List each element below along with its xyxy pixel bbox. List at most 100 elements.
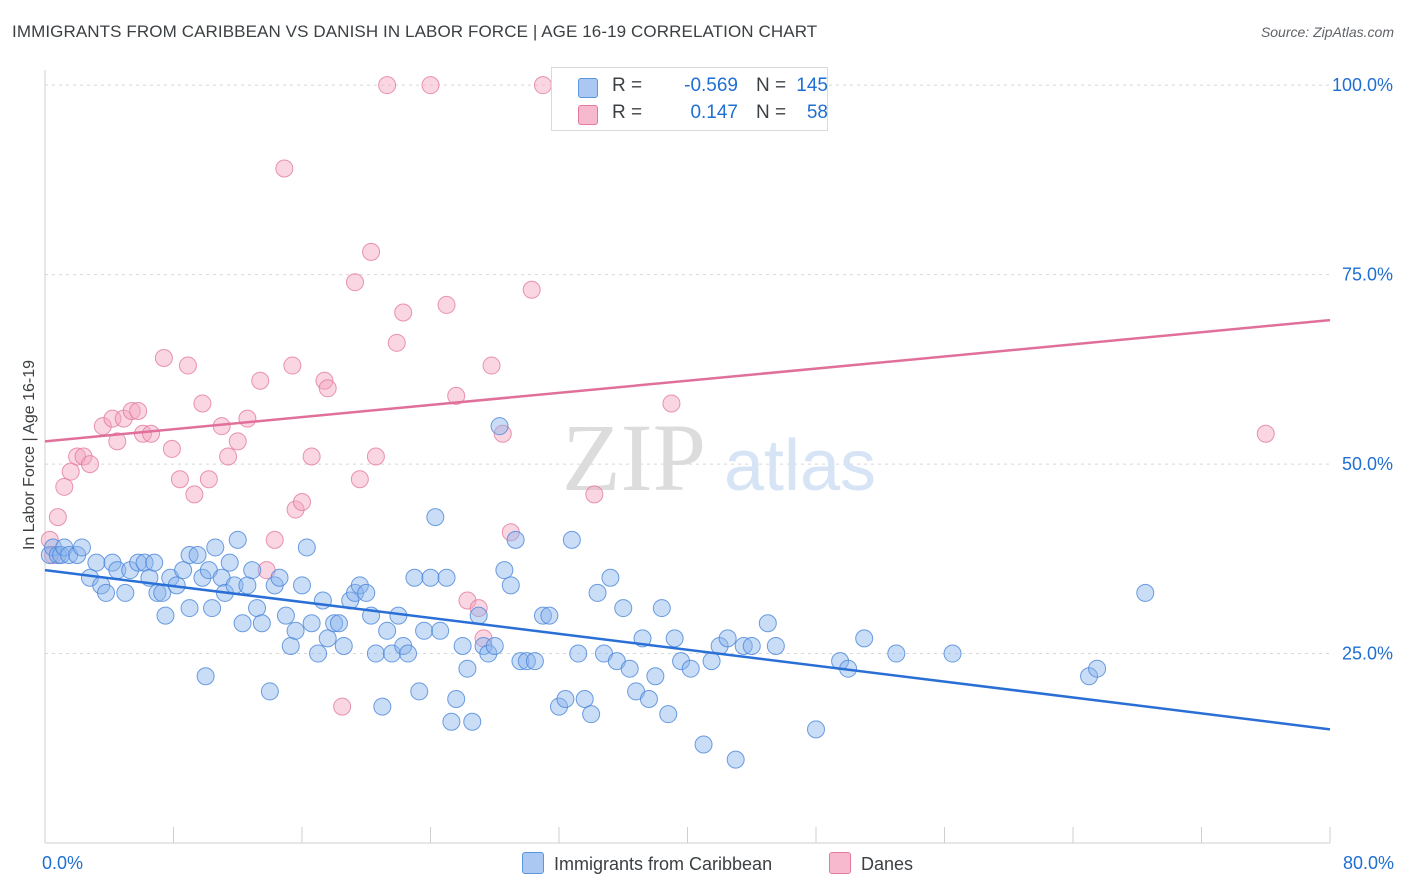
- caribbean-point: [718, 629, 737, 648]
- chart-title: IMMIGRANTS FROM CARIBBEAN VS DANISH IN L…: [12, 22, 818, 41]
- x-tick-label-min: 0.0%: [42, 853, 84, 873]
- danes-point: [522, 280, 541, 299]
- watermark-zip: ZIP: [562, 404, 706, 511]
- legend-r-value: -0.569: [684, 75, 738, 96]
- caribbean-trend-line: [44, 568, 1331, 731]
- caribbean-point: [238, 576, 257, 595]
- caribbean-point: [276, 606, 295, 625]
- caribbean-point: [582, 705, 601, 724]
- caribbean-point: [281, 636, 300, 655]
- caribbean-point: [196, 667, 215, 686]
- danes-point: [178, 356, 197, 375]
- danes-point: [199, 470, 218, 489]
- caribbean-point: [366, 644, 385, 663]
- caribbean-point: [485, 636, 504, 655]
- caribbean-point: [431, 621, 450, 640]
- danes-point: [193, 394, 212, 413]
- caribbean-point: [252, 614, 271, 633]
- danes-point: [122, 402, 141, 421]
- watermark-atlas: atlas: [724, 426, 876, 506]
- series-danes: [40, 76, 1275, 716]
- caribbean-point: [540, 606, 559, 625]
- danes-point: [533, 76, 552, 95]
- legend-swatch-danes: [578, 105, 598, 125]
- axes: [44, 70, 1331, 844]
- caribbean-point: [442, 712, 461, 731]
- caribbean-point: [588, 583, 607, 602]
- caribbean-point: [479, 644, 498, 663]
- caribbean-point: [562, 530, 581, 549]
- bottom-legend-caribbean: Immigrants from Caribbean: [522, 852, 772, 875]
- danes-point: [469, 599, 488, 618]
- danes-point: [1256, 424, 1275, 443]
- caribbean-point: [228, 530, 247, 549]
- caribbean-point: [116, 583, 135, 602]
- danes-point: [350, 470, 369, 489]
- danes-point: [80, 455, 99, 474]
- danes-point: [219, 447, 238, 466]
- caribbean-point: [758, 614, 777, 633]
- caribbean-point: [318, 629, 337, 648]
- legend-swatch-caribbean: [578, 78, 598, 98]
- gridlines: [45, 84, 1330, 655]
- legend-r-value: 0.147: [690, 102, 738, 123]
- danes-point: [318, 379, 337, 398]
- caribbean-point: [694, 735, 713, 754]
- legend-n-label: N =: [756, 75, 787, 96]
- y-tick-label: 100.0%: [1332, 75, 1393, 95]
- danes-point: [346, 273, 365, 292]
- caribbean-point: [302, 614, 321, 633]
- caribbean-point: [887, 644, 906, 663]
- caribbean-point: [243, 561, 262, 580]
- bottom-legend-label-caribbean: Immigrants from Caribbean: [554, 854, 773, 874]
- danes-point: [437, 295, 456, 314]
- danes-point: [286, 500, 305, 519]
- caribbean-point: [129, 553, 148, 572]
- caribbean-point: [665, 629, 684, 648]
- caribbean-point: [334, 636, 353, 655]
- bottom-legend-danes: Danes: [829, 852, 913, 875]
- danes-point: [238, 409, 257, 428]
- caribbean-point: [672, 652, 691, 671]
- caribbean-point: [702, 652, 721, 671]
- caribbean-point: [421, 568, 440, 587]
- legend-r-label: R =: [612, 102, 643, 123]
- danes-point: [387, 333, 406, 352]
- caribbean-point: [601, 568, 620, 587]
- danes-point: [265, 530, 284, 549]
- caribbean-point: [293, 576, 311, 595]
- caribbean-point: [943, 644, 962, 663]
- caribbean-point: [726, 750, 745, 769]
- caribbean-point: [248, 599, 267, 618]
- y-tick-labels: 25.0% 50.0% 75.0% 100.0%: [1332, 75, 1393, 663]
- caribbean-point: [180, 599, 199, 618]
- danes-point: [108, 432, 127, 451]
- danes-point: [228, 432, 247, 451]
- caribbean-point: [410, 682, 429, 701]
- caribbean-point: [855, 629, 874, 648]
- caribbean-point: [453, 636, 472, 655]
- caribbean-point: [490, 417, 509, 436]
- caribbean-point: [495, 561, 514, 580]
- caribbean-point: [766, 636, 785, 655]
- caribbean-point: [286, 621, 305, 640]
- caribbean-point: [233, 614, 252, 633]
- danes-point: [170, 470, 189, 489]
- caribbean-point: [188, 546, 207, 565]
- caribbean-point: [309, 644, 328, 663]
- caribbean-point: [533, 606, 552, 625]
- caribbean-point: [415, 621, 434, 640]
- caribbean-point: [556, 690, 575, 709]
- caribbean-point: [447, 690, 466, 709]
- caribbean-point: [206, 538, 225, 557]
- stats-legend: R = -0.569 N = 145 R = 0.147 N = 58: [551, 67, 828, 131]
- bottom-legend-swatch-danes: [829, 852, 851, 874]
- caribbean-point: [357, 583, 376, 602]
- danes-point: [74, 447, 93, 466]
- caribbean-point: [325, 614, 344, 633]
- caribbean-point: [569, 644, 588, 663]
- danes-point: [366, 447, 385, 466]
- caribbean-point: [511, 652, 530, 671]
- caribbean-point: [501, 576, 520, 595]
- danes-point: [362, 242, 381, 261]
